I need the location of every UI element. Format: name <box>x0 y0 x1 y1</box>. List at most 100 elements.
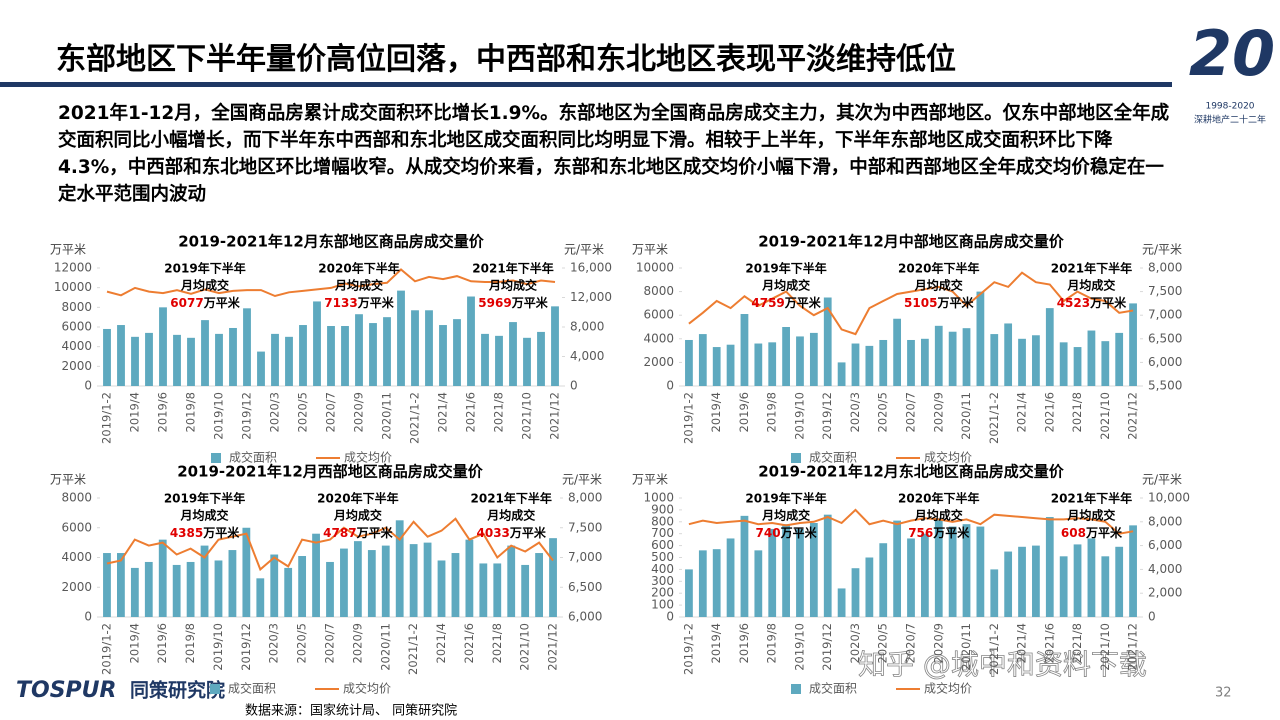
y-tick-label: 900 <box>651 502 674 516</box>
annotation-value: 7133万平米 <box>324 295 394 310</box>
bar <box>523 337 531 386</box>
annotation-text: 月均成交 <box>1066 508 1115 523</box>
x-tick-label: 2020/3 <box>267 623 281 663</box>
bar <box>685 339 693 386</box>
bar <box>425 310 433 386</box>
annotation-value: 4523万平米 <box>1057 295 1127 310</box>
y-tick-label: 2000 <box>61 580 92 594</box>
annotation-number: 4033 <box>477 526 510 540</box>
x-tick-label: 2019/10 <box>212 392 226 440</box>
x-tick-label: 2020/7 <box>904 392 918 432</box>
bar <box>976 526 985 617</box>
annotation-number: 4523 <box>1057 296 1090 310</box>
bar <box>298 556 307 617</box>
annotation-text: 2021年下半年 <box>1051 261 1132 276</box>
x-tick-label: 2019/1-2 <box>100 392 114 444</box>
y2-tick-label: 6,000 <box>568 610 602 624</box>
bar <box>397 290 405 386</box>
y-tick-label: 10000 <box>54 280 92 294</box>
y-tick-label: 2000 <box>61 359 92 373</box>
legend-label: 成交均价 <box>343 681 391 696</box>
bar <box>1087 330 1096 386</box>
bar <box>172 564 181 617</box>
bar <box>131 336 139 386</box>
x-tick-label: 2021/8 <box>1070 623 1084 663</box>
corner-logo-years: 1998-2020 <box>1205 102 1254 112</box>
bar <box>823 297 832 386</box>
bar <box>851 568 860 617</box>
annotation-text: 月均成交 <box>333 508 382 523</box>
bar <box>1018 546 1026 617</box>
y-tick-label: 0 <box>666 610 674 624</box>
y-tick-label: 8000 <box>61 491 92 505</box>
bar <box>1045 517 1054 617</box>
x-tick-label: 2020/9 <box>931 392 945 432</box>
annotation-number: 608 <box>1061 526 1086 540</box>
bar <box>782 524 790 617</box>
annotation-number: 4759 <box>751 296 784 310</box>
bar <box>1032 545 1040 617</box>
annotation-text: 2020年下半年 <box>318 261 399 276</box>
legend-label: 成交面积 <box>809 681 857 696</box>
annotation-number: 4787 <box>323 526 356 540</box>
bar <box>340 548 348 617</box>
bar <box>879 543 888 617</box>
bar <box>173 334 181 386</box>
annotation-text: 2021年下半年 <box>472 261 553 276</box>
legend-label: 成交面积 <box>228 681 276 696</box>
bar <box>726 344 735 386</box>
bar <box>411 310 419 386</box>
y2-tick-label: 2,000 <box>1148 586 1182 600</box>
bar <box>326 561 334 617</box>
bar <box>837 362 846 386</box>
y2-axis-label: 元/平米 <box>562 473 602 487</box>
annotation-text: 2020年下半年 <box>898 261 979 276</box>
y2-tick-label: 6,500 <box>1148 331 1182 345</box>
bar <box>507 545 516 617</box>
watermark: 知乎 @城中和资料下载 <box>858 648 1147 681</box>
x-tick-label: 2020/7 <box>323 623 337 663</box>
annotation-text: 2019年下半年 <box>164 261 245 276</box>
bar <box>768 528 777 617</box>
x-tick-label: 2021/12 <box>548 392 562 440</box>
bar <box>796 528 804 617</box>
annotation-unit: 万平米 <box>509 525 547 540</box>
bar <box>851 343 860 386</box>
y-tick-label: 500 <box>651 550 674 564</box>
y-tick-label: 700 <box>651 526 674 540</box>
bar <box>117 553 125 617</box>
annotation-text: 月均成交 <box>180 508 229 523</box>
x-tick-label: 2021/8 <box>1070 392 1084 432</box>
annotation-number: 5969 <box>478 296 511 310</box>
x-tick-label: 2019/12 <box>820 392 834 440</box>
x-tick-label: 2021/8 <box>492 392 506 432</box>
y-tick-label: 200 <box>651 586 674 600</box>
y-axis-label: 万平米 <box>50 243 86 257</box>
bar <box>159 307 167 386</box>
y2-tick-label: 7,500 <box>1148 284 1182 298</box>
bar <box>271 333 279 386</box>
y2-tick-label: 16,000 <box>570 261 612 275</box>
bar <box>327 326 335 386</box>
bar <box>685 569 693 617</box>
bar <box>145 332 153 386</box>
bar <box>948 331 957 386</box>
y-tick-label: 0 <box>84 379 92 393</box>
annotation-text: 月均成交 <box>914 508 963 523</box>
bar <box>103 553 111 617</box>
y-tick-label: 8000 <box>61 300 92 314</box>
annotation-number: 7133 <box>324 296 357 310</box>
bar <box>1004 323 1013 386</box>
title-rule <box>0 82 1172 87</box>
bar <box>481 333 489 386</box>
x-tick-label: 2019/8 <box>765 623 779 663</box>
x-tick-label: 2020/3 <box>268 392 282 432</box>
y-tick-label: 400 <box>651 562 674 576</box>
y2-tick-label: 8,000 <box>1148 514 1182 528</box>
y-tick-label: 2000 <box>643 355 674 369</box>
x-tick-label: 2021/6 <box>464 392 478 432</box>
corner-logo-mark: 20 <box>1189 17 1275 90</box>
x-tick-label: 2019/1-2 <box>99 623 113 675</box>
y-axis-label: 万平米 <box>632 243 668 257</box>
